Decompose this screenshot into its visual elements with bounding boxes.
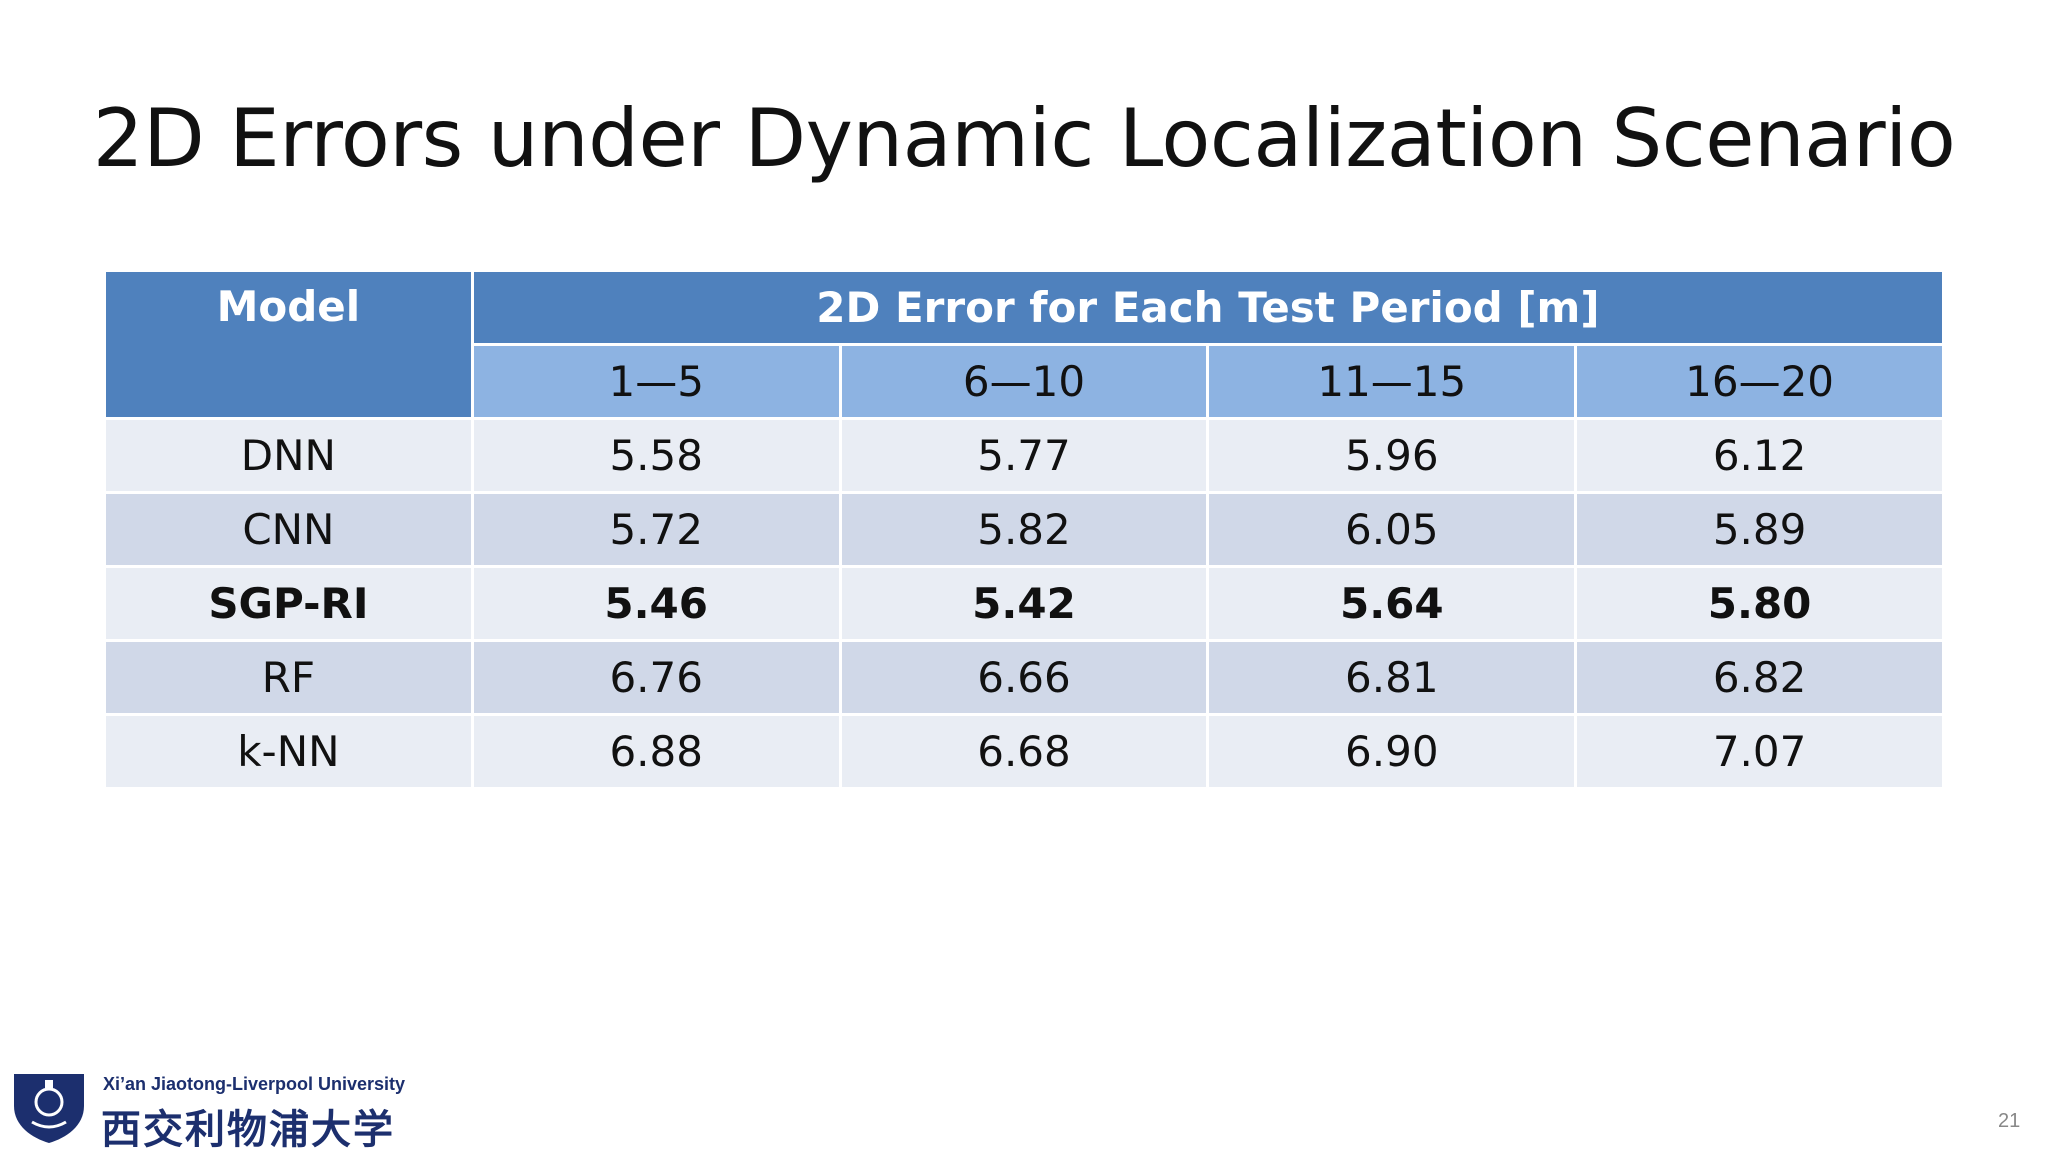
value-cell: 5.77 [838, 417, 1210, 494]
value-cell: 6.82 [1574, 639, 1945, 716]
table-row: k-NN 6.88 6.68 6.90 7.07 [103, 713, 1945, 790]
value-cell: 5.46 [470, 565, 842, 642]
value-cell: 7.07 [1574, 713, 1945, 790]
model-cell: CNN [103, 491, 474, 568]
value-cell: 6.88 [470, 713, 842, 790]
table-row: RF 6.76 6.66 6.81 6.82 [103, 639, 1945, 716]
value-cell: 6.05 [1206, 491, 1578, 568]
group-header: 2D Error for Each Test Period [m] [470, 269, 1946, 346]
value-cell: 6.76 [470, 639, 842, 716]
model-cell: DNN [103, 417, 474, 494]
model-cell: SGP-RI [103, 565, 474, 642]
model-cell: k-NN [103, 713, 474, 790]
column-header: 16—20 [1574, 343, 1945, 420]
value-cell: 6.81 [1206, 639, 1578, 716]
value-cell: 6.12 [1574, 417, 1945, 494]
value-cell: 5.58 [470, 417, 842, 494]
model-cell: RF [103, 639, 474, 716]
table-row: DNN 5.58 5.77 5.96 6.12 [103, 417, 1945, 494]
university-name-cn: 西交利物浦大学 [101, 1106, 395, 1153]
model-header: Model [103, 269, 474, 420]
value-cell: 5.96 [1206, 417, 1578, 494]
value-cell: 6.68 [838, 713, 1210, 790]
column-header: 1—5 [470, 343, 842, 420]
page-number: 21 [1998, 1110, 2021, 1132]
results-table: Model 2D Error for Each Test Period [m] … [103, 269, 1946, 790]
column-header: 11—15 [1206, 343, 1578, 420]
value-cell: 5.80 [1574, 565, 1945, 642]
header-row: Model 2D Error for Each Test Period [m] [103, 269, 1946, 420]
university-name-en: Xi’an Jiaotong-Liverpool University [103, 1074, 406, 1094]
column-header: 6—10 [838, 343, 1210, 420]
slide-title: 2D Errors under Dynamic Localization Sce… [92, 92, 1956, 185]
value-cell: 5.72 [470, 491, 842, 568]
table-row: SGP-RI 5.46 5.42 5.64 5.80 [103, 565, 1945, 642]
subheader-row: 1—5 6—10 11—15 16—20 [105, 343, 1945, 420]
value-cell: 6.90 [1206, 713, 1578, 790]
value-cell: 5.89 [1574, 491, 1945, 568]
value-cell: 5.64 [1206, 565, 1578, 642]
value-cell: 5.42 [838, 565, 1210, 642]
table-row: CNN 5.72 5.82 6.05 5.89 [103, 491, 1945, 568]
university-crest [14, 1074, 84, 1143]
value-cell: 5.82 [838, 491, 1210, 568]
value-cell: 6.66 [838, 639, 1210, 716]
